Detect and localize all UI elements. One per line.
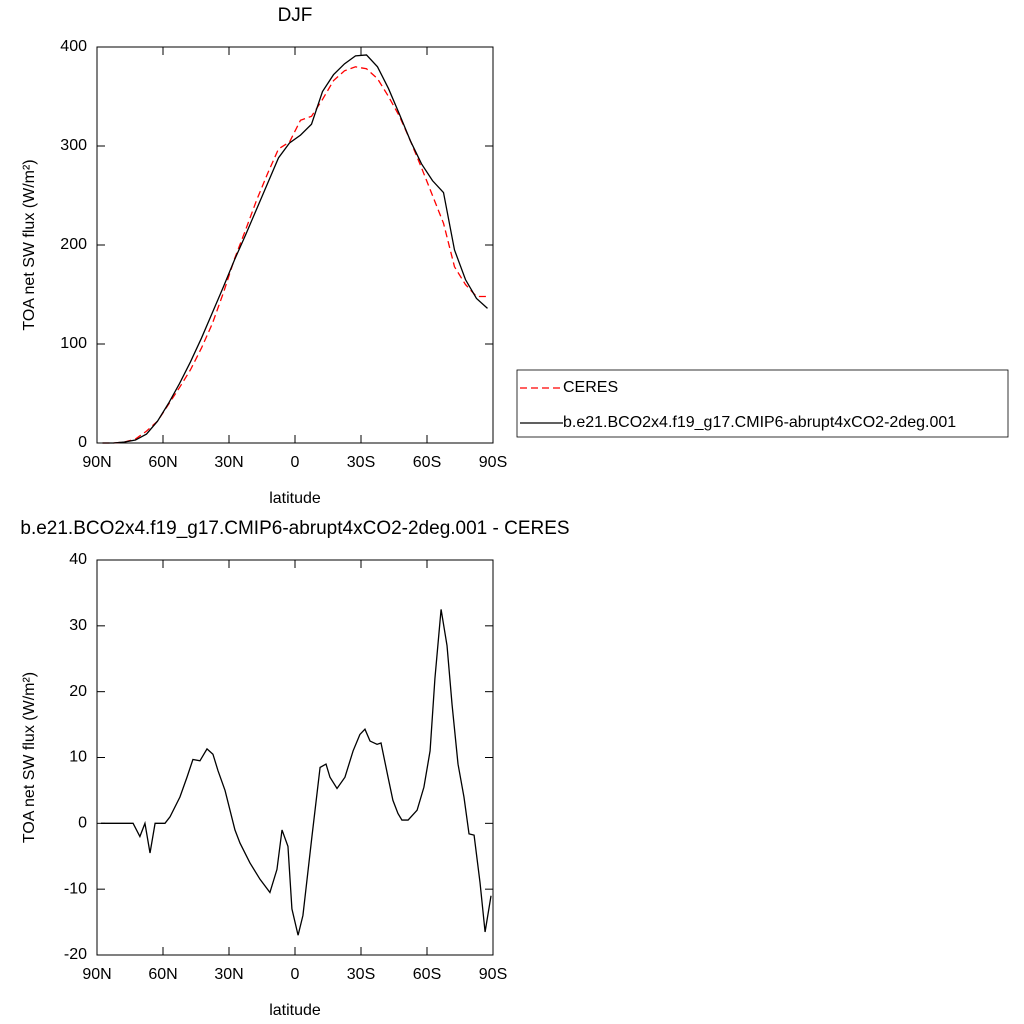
x-tick-label: 60S xyxy=(413,966,441,983)
y-tick-label: -10 xyxy=(64,880,87,897)
x-tick-label: 60N xyxy=(148,454,177,471)
x-tick-label: 90S xyxy=(479,966,507,983)
x-tick-label: 60S xyxy=(413,454,441,471)
x-tick-label: 90N xyxy=(82,454,111,471)
x-axis-label: latitude xyxy=(269,1002,321,1019)
legend-label: b.e21.BCO2x4.f19_g17.CMIP6-abrupt4xCO2-2… xyxy=(563,414,956,431)
x-tick-label: 60N xyxy=(148,966,177,983)
y-tick-label: 400 xyxy=(60,38,87,55)
plot-frame xyxy=(96,46,494,444)
y-tick-label: 100 xyxy=(60,335,87,352)
y-tick-label: -20 xyxy=(64,946,87,963)
chart-title: DJF xyxy=(278,5,313,26)
x-tick-label: 30N xyxy=(214,454,243,471)
series-line xyxy=(102,66,488,444)
series-line xyxy=(100,609,492,936)
x-tick-label: 30S xyxy=(347,454,375,471)
plot-frame xyxy=(96,559,494,956)
x-tick-label: 0 xyxy=(291,454,300,471)
series-line xyxy=(102,54,488,444)
y-tick-label: 200 xyxy=(60,236,87,253)
chart-title: b.e21.BCO2x4.f19_g17.CMIP6-abrupt4xCO2-2… xyxy=(20,518,569,539)
y-tick-label: 30 xyxy=(69,617,87,634)
y-tick-label: 10 xyxy=(69,749,87,766)
y-tick-label: 40 xyxy=(69,551,87,568)
y-tick-label: 0 xyxy=(78,434,87,451)
x-tick-label: 90S xyxy=(479,454,507,471)
legend-box xyxy=(516,369,1009,438)
y-axis-label: TOA net SW flux (W/m²) xyxy=(21,672,38,843)
y-tick-label: 0 xyxy=(78,815,87,832)
y-tick-label: 20 xyxy=(69,683,87,700)
x-tick-label: 90N xyxy=(82,966,111,983)
x-tick-label: 30N xyxy=(214,966,243,983)
x-tick-label: 0 xyxy=(291,966,300,983)
x-tick-label: 30S xyxy=(347,966,375,983)
y-tick-label: 300 xyxy=(60,137,87,154)
legend-label: CERES xyxy=(563,379,618,396)
x-axis-label: latitude xyxy=(269,490,321,507)
y-axis-label: TOA net SW flux (W/m²) xyxy=(21,159,38,330)
